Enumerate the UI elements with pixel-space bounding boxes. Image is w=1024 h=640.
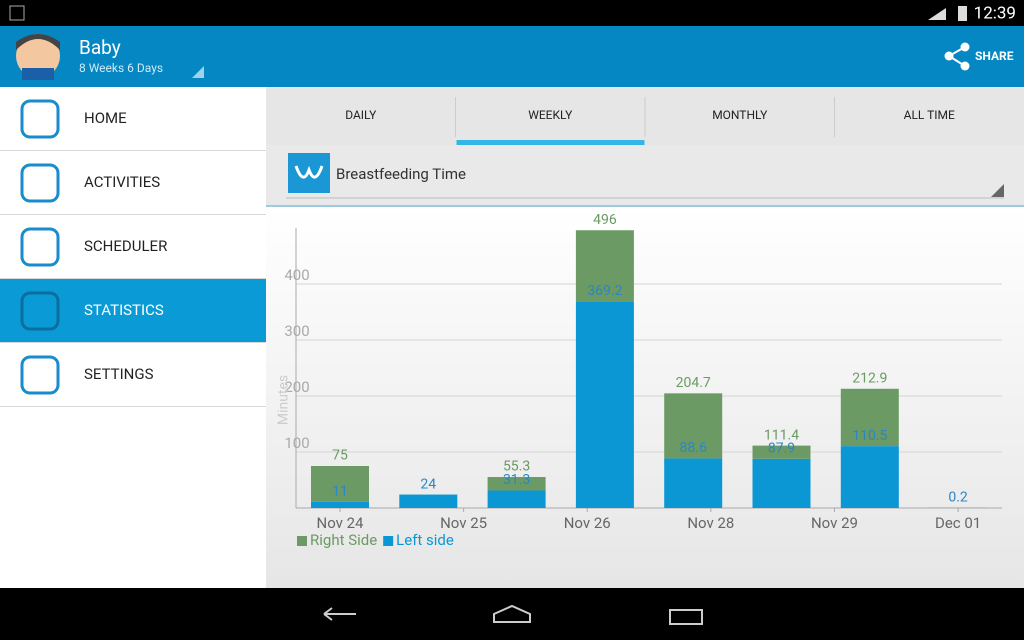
status-icon [9, 5, 25, 21]
total-label: 204.7 [676, 375, 711, 391]
bar-segment [664, 458, 723, 508]
nav-label: HOME [84, 109, 127, 127]
nav-item[interactable] [0, 279, 266, 342]
x-tick-label: Nov 25 [440, 514, 487, 532]
dropdown-label[interactable]: Breastfeeding Time [336, 165, 466, 183]
avatar-hair [16, 34, 60, 50]
legend-label: Right Side [310, 531, 377, 549]
segment-label: 31.3 [503, 472, 530, 488]
legend-swatch [383, 536, 394, 546]
bar-segment [840, 446, 899, 508]
clock: 12:39 [974, 3, 1016, 23]
nav-icon [20, 163, 60, 203]
y-tick-label: 300 [284, 322, 309, 340]
nav-bar [0, 588, 1024, 640]
back-button[interactable] [323, 607, 356, 621]
x-tick-label: Nov 26 [564, 514, 611, 532]
dropdown-icon-shape [294, 165, 324, 179]
app-bar [0, 26, 1024, 87]
tab[interactable] [645, 87, 835, 145]
nav-item[interactable] [0, 87, 266, 150]
total-label: 55.3 [503, 459, 530, 475]
bar-segment [311, 501, 369, 508]
home-button[interactable] [493, 604, 531, 623]
y-tick-label: 200 [284, 378, 309, 396]
baby-age: 8 Weeks 6 Days [79, 61, 163, 75]
bar-segment [752, 458, 811, 508]
dropdown-arrow [991, 184, 1004, 197]
bar-segment [575, 301, 634, 508]
segment-label: 11 [332, 484, 348, 500]
total-label: 111.4 [764, 427, 799, 443]
y-tick-label: 100 [284, 434, 309, 452]
x-tick-label: Nov 24 [317, 514, 365, 532]
bar-segment [752, 445, 811, 459]
tab-label: MONTHLY [712, 108, 768, 122]
total-label: 24 [420, 476, 436, 492]
tab[interactable] [834, 87, 1024, 145]
total-label: 75 [332, 448, 348, 464]
tab-label: DAILY [345, 108, 377, 122]
nav-item[interactable] [0, 343, 266, 406]
bar-segment [664, 393, 723, 459]
tab-indicator [456, 140, 645, 145]
segment-label: 88.6 [680, 440, 707, 456]
nav-icon [20, 227, 60, 267]
x-tick-label: Dec 01 [935, 514, 981, 532]
bar-segment [311, 466, 369, 502]
nav-item[interactable] [0, 151, 266, 214]
share-label: SHARE [975, 49, 1014, 63]
nav-icon [20, 355, 60, 395]
bar-segment [840, 388, 899, 447]
chart-area [266, 207, 1024, 588]
x-tick-label: Nov 29 [811, 514, 858, 532]
nav-label: ACTIVITIES [84, 173, 160, 191]
tab[interactable] [455, 87, 646, 145]
nav-label: SETTINGS [84, 365, 154, 383]
y-tick-label: 400 [284, 266, 309, 284]
segment-label: 369.2 [587, 283, 622, 299]
y-axis-label: Minutes [276, 375, 292, 425]
avatar-shirt [22, 68, 54, 80]
avatar[interactable] [16, 34, 60, 78]
total-label: 0.2 [948, 490, 968, 506]
bar-segment [575, 230, 634, 302]
bar-segment [399, 494, 458, 508]
segment-label: 87.9 [768, 440, 795, 456]
dropdown-arrow [192, 66, 204, 78]
share-button[interactable]: SHARE [944, 42, 1014, 71]
nav-icon [20, 291, 60, 331]
bar-segment [487, 477, 546, 491]
legend-swatch [297, 536, 307, 546]
x-tick-label: Nov 28 [687, 514, 734, 532]
tab[interactable] [266, 87, 456, 145]
recents-button[interactable] [669, 609, 703, 625]
tab-label: WEEKLY [528, 108, 573, 122]
segment-label: 110.5 [852, 428, 887, 444]
battery-icon [958, 6, 967, 21]
total-label: 496 [593, 212, 617, 228]
nav-label: SCHEDULER [84, 237, 167, 255]
status-bar [0, 0, 1024, 26]
baby-name[interactable]: Baby [79, 36, 121, 59]
legend-label: Left side [396, 531, 454, 549]
nav-icon [20, 99, 60, 139]
wifi-icon [928, 8, 946, 20]
nav-label: STATISTICS [84, 301, 164, 319]
nav-item[interactable] [0, 215, 266, 278]
bar-segment [487, 490, 546, 508]
total-label: 212.9 [852, 370, 887, 386]
tab-label: ALL TIME [904, 108, 955, 122]
